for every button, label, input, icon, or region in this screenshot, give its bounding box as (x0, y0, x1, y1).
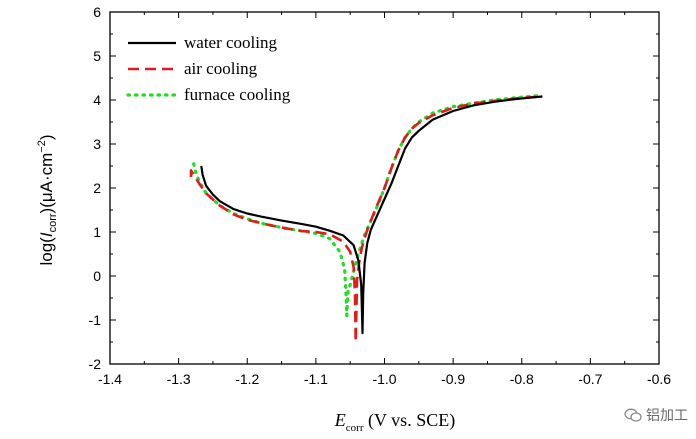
series-line-water-cooling (200, 95, 543, 335)
series-line-air-cooling (189, 95, 543, 344)
axes: -1.4 -1.3 -1.2 -1.1 -1.0 -0.9 -0.8 -0.7 -0.6 -2 -1… (89, 4, 672, 387)
legend: water cooling air cooling furnace cooling (126, 33, 291, 104)
y-axis-title-mid: )(μA·cm (37, 153, 56, 214)
x-tick-label: -0.9 (441, 371, 465, 387)
y-tick-label: 0 (93, 268, 101, 284)
x-tick-label: -1.0 (372, 371, 396, 387)
x-tick-label: -1.3 (167, 371, 191, 387)
y-tick-label: -1 (89, 312, 102, 328)
y-tick-label: 5 (93, 48, 101, 64)
y-axis-title-post: ) (37, 134, 56, 140)
legend-label: air cooling (184, 59, 258, 78)
y-tick-label: -2 (89, 356, 102, 372)
y-tick-label: 1 (93, 224, 101, 240)
x-tick-label: -0.6 (647, 371, 671, 387)
x-tick-label: -0.8 (510, 371, 534, 387)
y-axis-title-sub: corr (47, 213, 59, 232)
x-axis-title: Ecorr (V vs. SCE) (334, 410, 455, 434)
x-tick-label: -1.1 (304, 371, 328, 387)
y-tick-label: 6 (93, 4, 101, 20)
y-tick-label: 2 (93, 180, 101, 196)
chat-bubble-icon (624, 408, 642, 422)
legend-label: furnace cooling (184, 85, 291, 104)
x-axis-title-sub: corr (346, 422, 364, 434)
watermark: 铝加工 (624, 405, 688, 425)
y-tick-label: 3 (93, 136, 101, 152)
x-axis-title-main: E (334, 410, 346, 430)
y-axis-title: log(Icorr)(μA·cm−2) (36, 134, 59, 265)
x-axis-title-rest: (V vs. SCE) (364, 410, 456, 431)
y-axis-title-italic: I (37, 232, 56, 237)
y-tick-label: 4 (93, 92, 101, 108)
x-tick-label: -1.4 (98, 371, 122, 387)
x-tick-label: -1.2 (235, 371, 259, 387)
legend-label: water cooling (184, 33, 277, 52)
x-tick-label: -0.7 (578, 371, 602, 387)
y-axis-title-sup: −2 (36, 140, 48, 153)
series-layer (189, 93, 543, 344)
y-axis-title-pre: log( (37, 237, 56, 266)
series-line-furnace-cooling (192, 93, 541, 318)
watermark-text: 铝加工 (646, 408, 688, 424)
